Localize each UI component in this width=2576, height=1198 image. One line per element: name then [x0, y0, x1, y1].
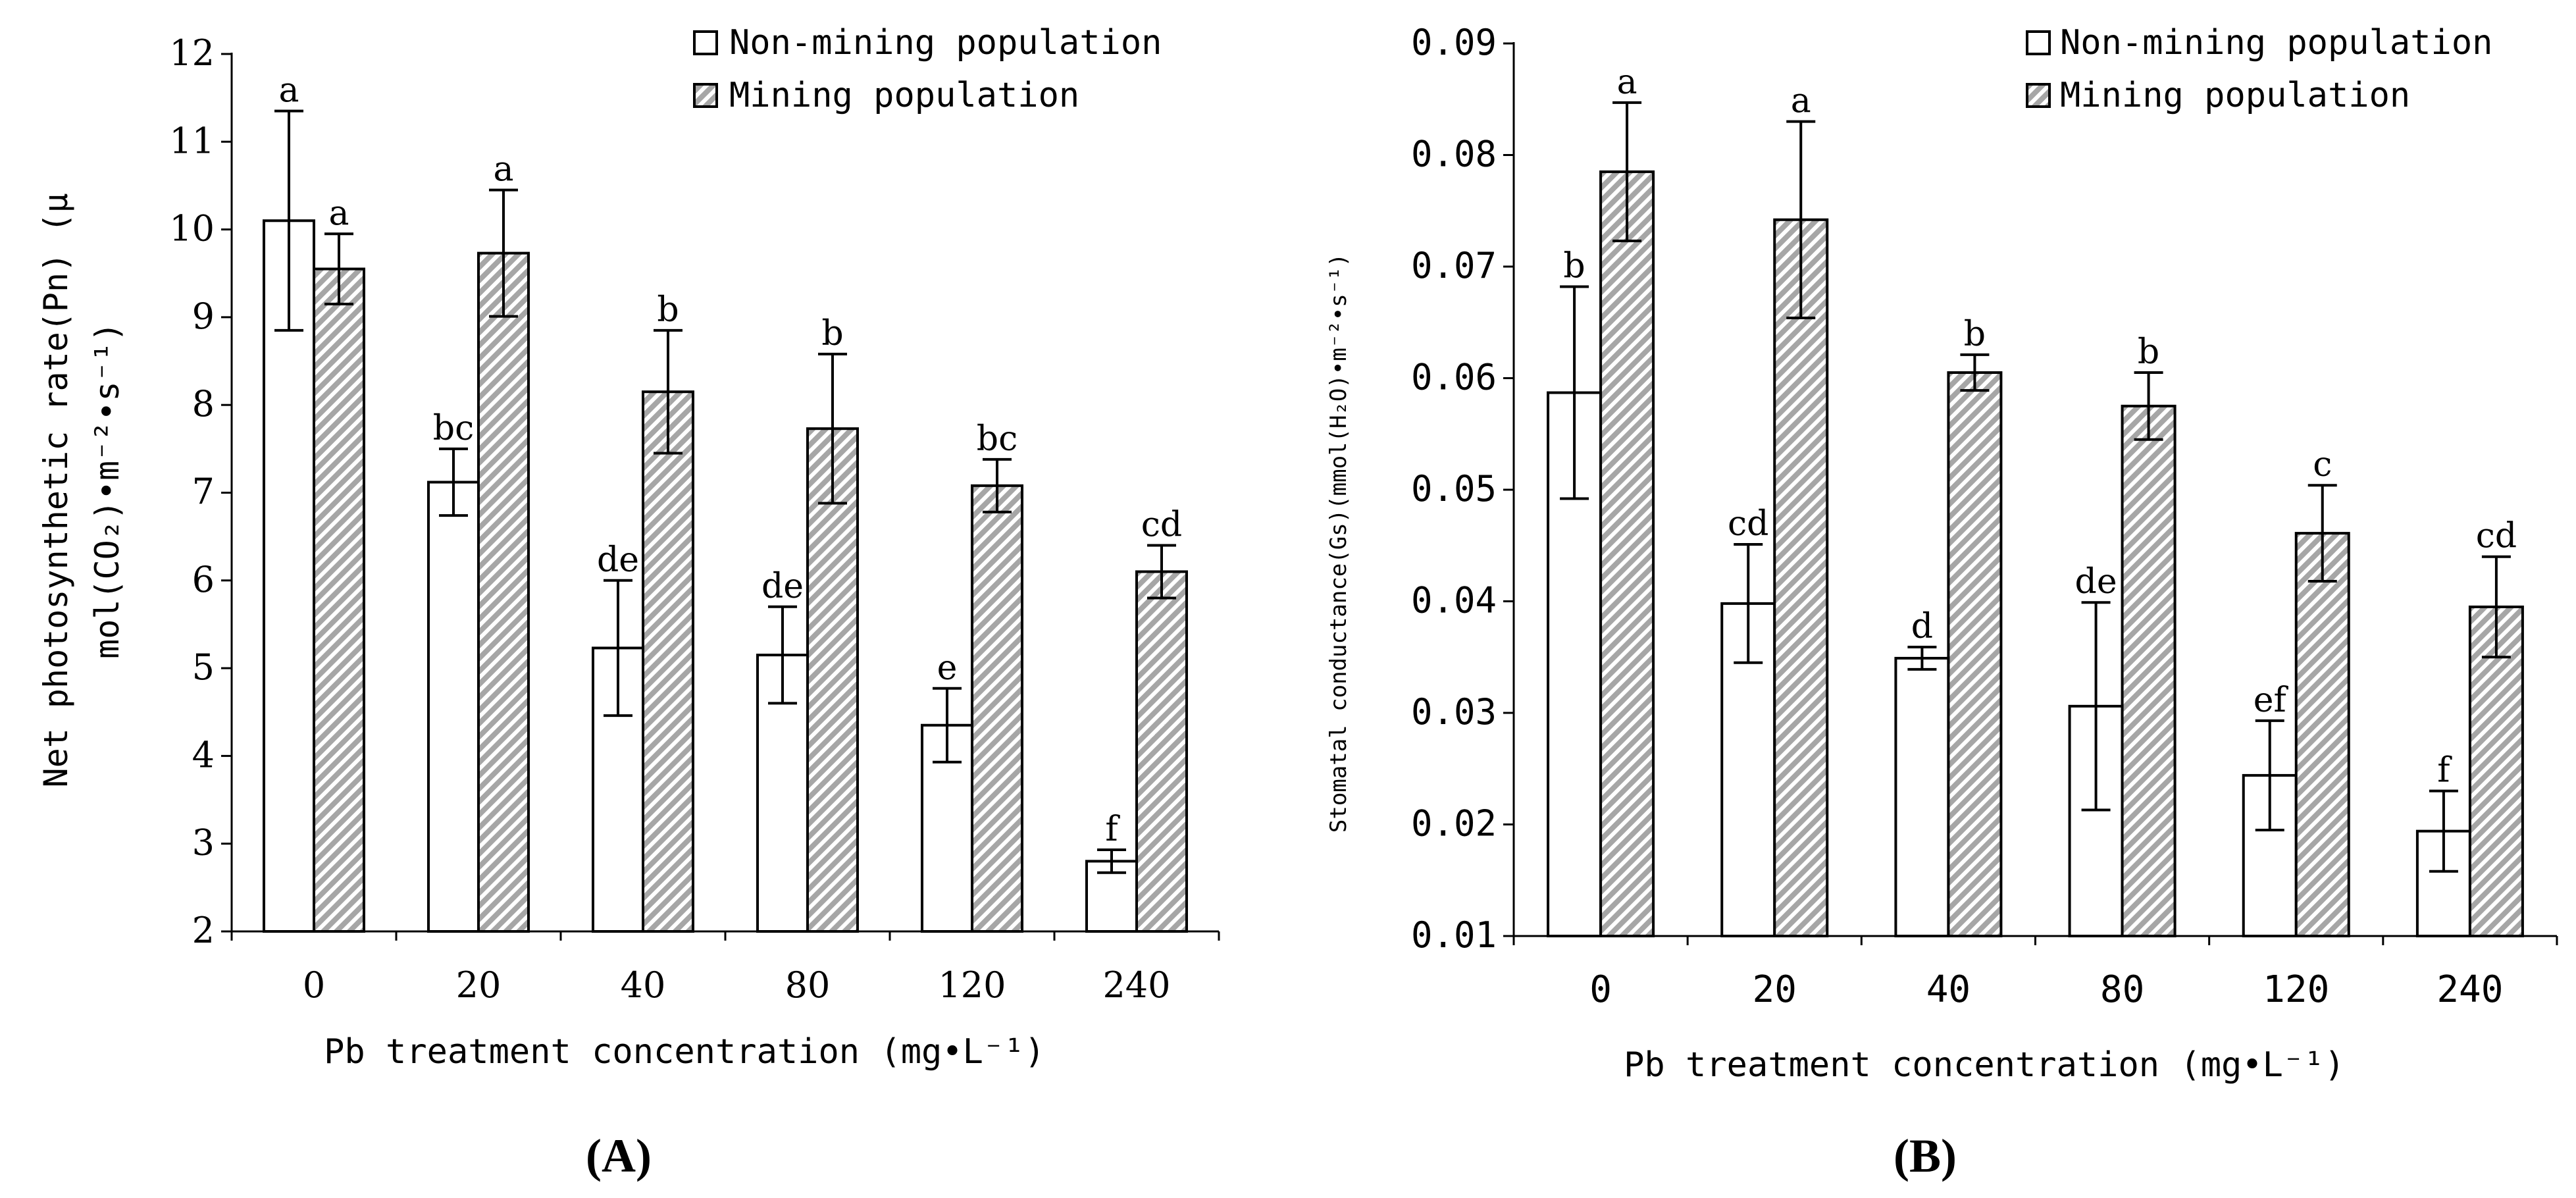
significance-letter-a: a	[278, 71, 299, 111]
bar-mining-b	[2121, 404, 2177, 937]
legend-label-non-mining-b: Non-mining population	[2060, 23, 2492, 63]
y-tick-label-a: 11	[169, 120, 215, 161]
bar-mining-b	[1947, 371, 2003, 937]
x-axis-label-a: Pb treatment concentration (mg•L⁻¹)	[324, 1032, 1045, 1072]
y-tick-label-b: 0.06	[1411, 357, 1497, 398]
significance-letter-b: de	[2075, 562, 2117, 602]
y-tick-label-b: 0.09	[1411, 22, 1497, 63]
y-tick-label-a: 2	[192, 910, 215, 951]
panel-label-b: (B)	[1893, 1130, 1957, 1182]
x-tick-label-b: 240	[2436, 968, 2503, 1011]
y-axis-label-a-line2: mol(CO₂)•m⁻²•s⁻¹)	[88, 322, 126, 659]
significance-letter-b: ef	[2254, 681, 2289, 720]
y-tick-label-a: 3	[192, 822, 215, 864]
x-tick-label-b: 20	[1753, 968, 1797, 1011]
y-tick-label-b: 0.05	[1411, 468, 1497, 509]
bar-mining-b	[2294, 532, 2350, 937]
y-tick-label-b: 0.08	[1411, 134, 1497, 175]
legend-label-mining-b: Mining population	[2060, 76, 2410, 115]
significance-letter-b: d	[1911, 607, 1933, 646]
y-tick-label-b: 0.07	[1411, 245, 1497, 286]
legend-swatch-non-mining-b	[2026, 30, 2051, 55]
significance-letter-b: b	[1964, 315, 1986, 354]
bar-non-mining-b	[2242, 773, 2298, 938]
significance-letter-a: cd	[1141, 505, 1182, 544]
y-tick-label-a: 4	[192, 734, 215, 775]
x-tick-label-a: 120	[938, 964, 1006, 1006]
significance-letter-b: cd	[2476, 517, 2517, 556]
x-axis-label-b: Pb treatment concentration (mg•L⁻¹)	[1624, 1045, 2345, 1085]
bar-mining-b	[1599, 170, 1655, 937]
y-tick-label-a: 5	[192, 646, 215, 688]
y-tick-label-a: 9	[192, 296, 215, 337]
legend-swatch-mining	[693, 83, 718, 108]
y-tick-label-b: 0.04	[1411, 580, 1497, 621]
bar-non-mining-a	[427, 481, 480, 933]
significance-letter-a: bc	[977, 419, 1018, 459]
significance-letter-b: b	[1563, 247, 1585, 286]
chart-panel-b: 0.01 0.02 0.03 0.04 0.05 0.06 0.07 0.08 0.09 0 20 4…	[1326, 22, 2558, 1182]
y-tick-label-a: 7	[192, 471, 215, 513]
legend-swatch-mining-b	[2026, 83, 2051, 108]
significance-letter-a: a	[328, 194, 349, 233]
significance-letter-b: f	[2437, 751, 2452, 791]
y-tick-label-b: 0.01	[1411, 914, 1497, 956]
significance-letter-a: bc	[433, 409, 474, 448]
bar-mining-a	[642, 390, 694, 933]
significance-letter-b: b	[2138, 332, 2159, 372]
significance-letter-a: e	[937, 648, 958, 688]
bar-mining-a	[477, 251, 530, 933]
y-tick-label-b: 0.02	[1411, 803, 1497, 845]
bar-mining-a	[313, 267, 365, 933]
significance-letter-a: de	[761, 567, 804, 606]
significance-letter-b: a	[1617, 63, 1637, 102]
legend-swatch-non-mining	[693, 30, 718, 55]
legend-label-non-mining: Non-mining population	[729, 23, 1162, 63]
x-tick-label-b: 0	[1589, 968, 1612, 1011]
significance-letter-b: a	[1791, 82, 1811, 121]
x-tick-label-a: 240	[1102, 964, 1170, 1006]
significance-letter-a: b	[657, 290, 679, 330]
significance-letter-a: de	[597, 540, 639, 580]
bar-non-mining-a	[263, 219, 315, 933]
bar-non-mining-b	[1894, 656, 1950, 937]
legend-label-mining: Mining population	[729, 76, 1079, 115]
y-axis-label-b: Stomatal conductance(Gs)(mmol(H₂O)•m⁻²•s…	[1326, 253, 1352, 833]
x-tick-label-a: 0	[303, 964, 325, 1006]
y-tick-label-b: 0.03	[1411, 691, 1497, 733]
bar-mining-a	[1135, 570, 1188, 933]
y-tick-label-a: 10	[169, 208, 215, 249]
significance-letter-a: b	[821, 314, 843, 353]
legend-b: Non-mining population Mining population	[2026, 23, 2492, 115]
significance-letter-b: cd	[1728, 504, 1768, 544]
x-tick-label-b: 40	[1926, 968, 1971, 1011]
y-tick-label-a: 8	[192, 383, 215, 425]
panel-label-a: (A)	[586, 1130, 652, 1182]
significance-letter-a: f	[1105, 810, 1120, 849]
y-tick-label-a: 6	[192, 559, 215, 600]
bar-mining-b	[1773, 218, 1829, 937]
x-tick-label-a: 80	[785, 964, 831, 1006]
y-tick-label-a: 12	[169, 32, 215, 74]
x-tick-label-a: 20	[456, 964, 502, 1006]
x-tick-label-a: 40	[621, 964, 666, 1006]
x-tick-label-b: 120	[2263, 968, 2329, 1011]
bar-mining-a	[971, 484, 1023, 933]
significance-letter-b: c	[2313, 445, 2332, 484]
x-tick-label-b: 80	[2100, 968, 2144, 1011]
significance-letter-a: a	[493, 150, 513, 190]
legend-a: Non-mining population Mining population	[693, 23, 1162, 115]
y-axis-label-a-line1: Net photosynthetic rate(Pn) (μ	[37, 193, 75, 787]
